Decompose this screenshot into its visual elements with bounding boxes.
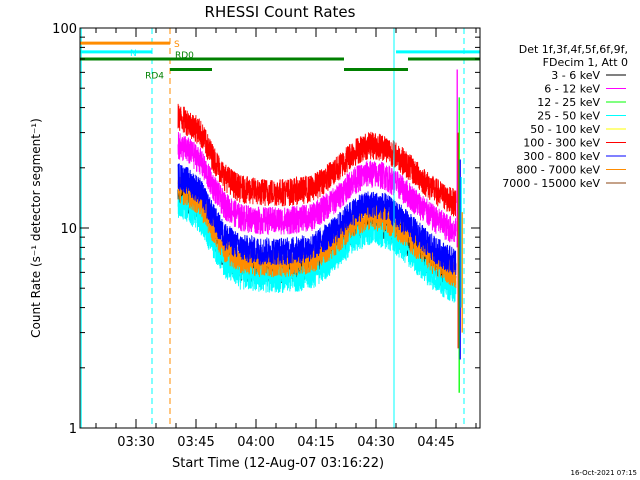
chart-title: RHESSI Count Rates	[205, 3, 356, 21]
y-tick-label: 10	[60, 222, 77, 237]
legend-label: 100 - 300 keV	[523, 137, 600, 150]
y-tick-label: 100	[52, 22, 77, 37]
x-tick-label: 04:30	[357, 435, 394, 450]
state-bar-label: RD0	[175, 51, 194, 61]
series-line-300-800-kev	[177, 163, 457, 275]
legend-label: 300 - 800 keV	[523, 150, 600, 163]
legend-label: 800 - 7000 keV	[516, 164, 600, 177]
legend-label: 50 - 100 keV	[530, 123, 600, 136]
legend-label: 7000 - 15000 keV	[502, 177, 600, 190]
x-axis-label: Start Time (12-Aug-07 03:16:22)	[172, 456, 384, 471]
legend-label: 3 - 6 keV	[551, 69, 600, 82]
state-bar-label: S	[174, 40, 180, 50]
x-tick-label: 04:00	[237, 435, 274, 450]
series-layer	[177, 69, 463, 393]
y-axis-label: Count Rate (s⁻¹ detector segment⁻¹)	[29, 118, 43, 338]
state-bars: S N RD0 RD4	[80, 40, 480, 82]
legend-header: FDecim 1, Att 0	[543, 56, 628, 69]
series-line-6-12-kev	[177, 132, 457, 243]
legend-label: 6 - 12 keV	[544, 83, 600, 96]
legend-header: Det 1f,3f,4f,5f,6f,9f,	[519, 43, 628, 56]
legend: Det 1f,3f,4f,5f,6f,9f,FDecim 1, Att 03 -…	[502, 43, 628, 190]
legend-label: 25 - 50 keV	[537, 110, 600, 123]
x-tick-label: 03:45	[177, 435, 214, 450]
legend-label: 12 - 25 keV	[537, 96, 600, 109]
footer-timestamp: 16-Oct-2021 07:15	[571, 469, 637, 477]
y-tick-label: 1	[69, 422, 77, 437]
series-line-100-300-kev	[177, 103, 457, 217]
state-bar-label: RD4	[145, 72, 164, 82]
state-bar-label: N	[130, 49, 137, 59]
x-tick-label: 04:15	[297, 435, 334, 450]
x-tick-label: 04:45	[417, 435, 454, 450]
x-tick-label: 03:30	[117, 435, 154, 450]
axes: 1 10 100 03:30 03:45 04:00 04:15 04:30 04:45	[52, 22, 480, 450]
